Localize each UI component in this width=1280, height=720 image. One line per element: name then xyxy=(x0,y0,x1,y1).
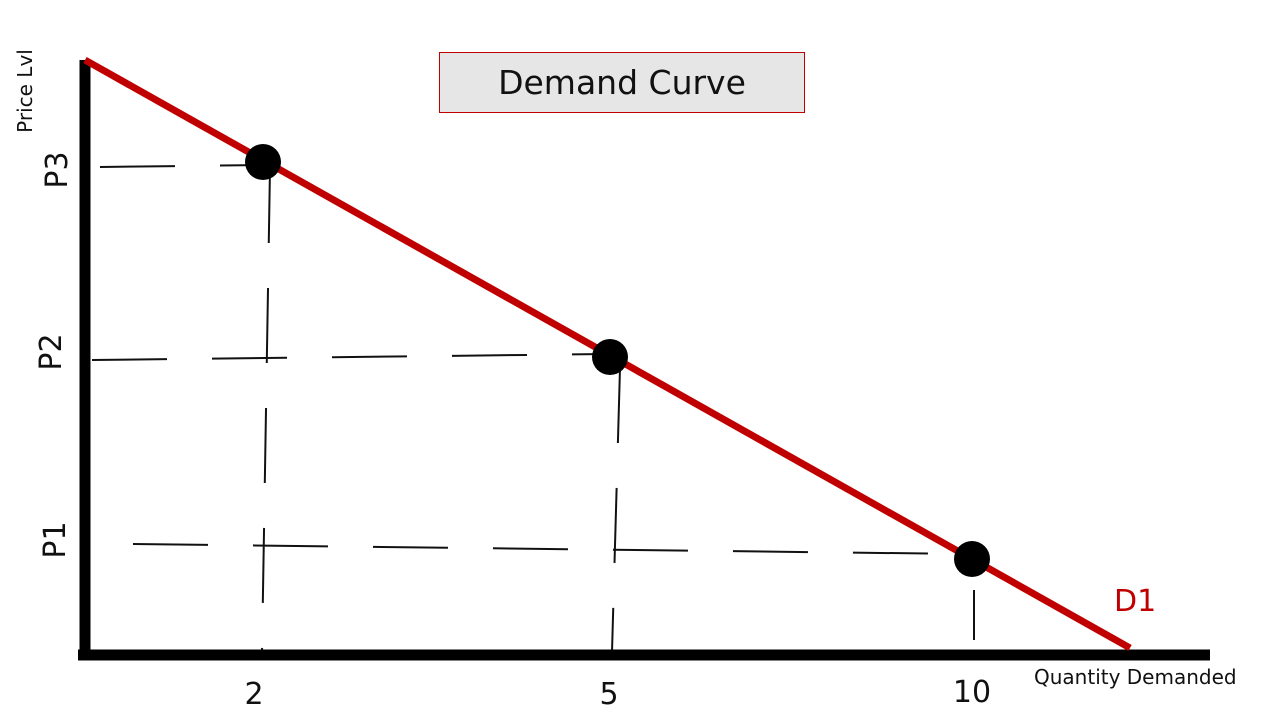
series-label-d1: D1 xyxy=(1114,584,1157,619)
chart-title-box: Demand Curve xyxy=(439,52,805,113)
guide-h-p1 xyxy=(132,543,969,555)
point-q2-p3 xyxy=(245,144,281,180)
y-tick-p3: P3 xyxy=(40,151,75,189)
x-axis-label: Quantity Demanded xyxy=(1034,665,1237,689)
guide-h-p2 xyxy=(91,353,609,361)
point-q10-p1 xyxy=(954,541,990,577)
x-tick-5: 5 xyxy=(599,677,618,712)
guide-lines xyxy=(91,164,975,653)
y-axis-label: Price Lvl xyxy=(13,49,37,133)
chart-title: Demand Curve xyxy=(498,63,746,102)
point-q5-p2 xyxy=(592,339,628,375)
guide-h-p3 xyxy=(99,164,263,168)
guide-v-2 xyxy=(261,167,271,653)
y-tick-p1: P1 xyxy=(38,521,73,559)
x-tick-10: 10 xyxy=(953,675,991,710)
x-tick-2: 2 xyxy=(244,677,263,712)
guide-v-5 xyxy=(611,367,621,653)
y-tick-p2: P2 xyxy=(34,333,69,371)
